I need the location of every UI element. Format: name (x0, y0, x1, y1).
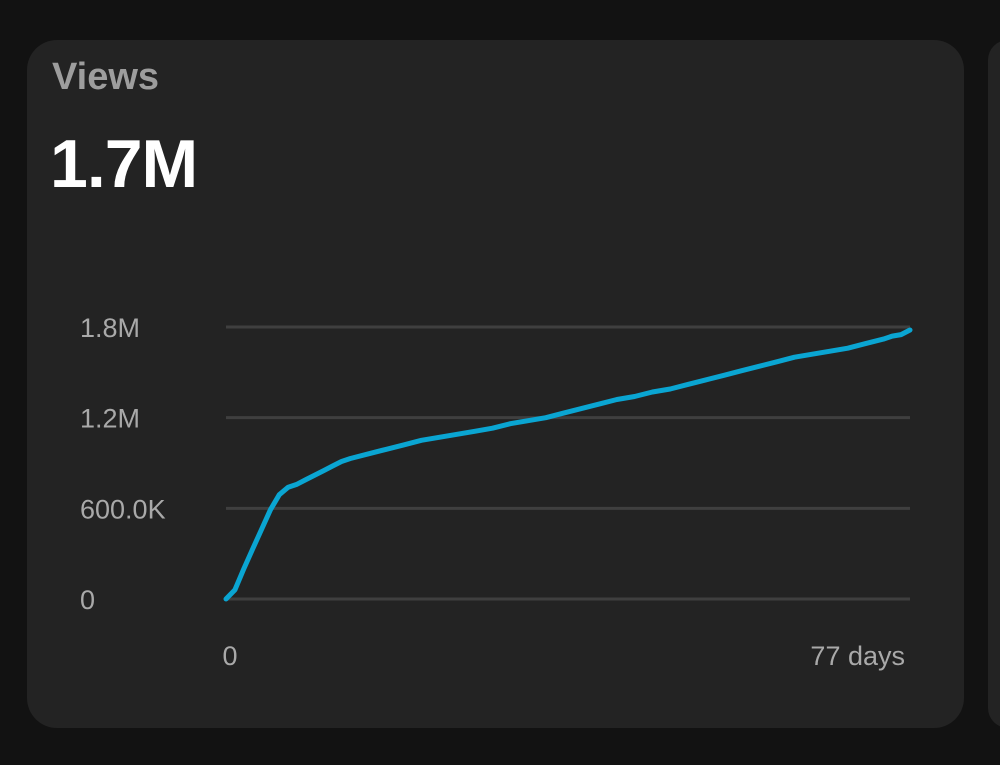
chart-series (223, 327, 913, 602)
y-tick-label: 600.0K (80, 494, 166, 524)
series-line (223, 327, 913, 602)
x-axis-ticks: 0 77 days (222, 641, 905, 671)
y-axis-ticks: 0 600.0K 1.2M 1.8M (80, 313, 166, 615)
y-tick-label: 1.2M (80, 404, 140, 434)
card-title: Views (52, 56, 160, 98)
chart-grid (226, 325, 910, 601)
x-tick-label: 0 (222, 641, 237, 671)
next-card-peek[interactable] (988, 40, 1000, 728)
y-tick-label: 1.8M (80, 313, 140, 343)
y-tick-label: 0 (80, 585, 95, 615)
x-tick-label: 77 days (810, 641, 905, 671)
views-card[interactable] (27, 40, 964, 728)
card-value: 1.7M (50, 126, 198, 202)
